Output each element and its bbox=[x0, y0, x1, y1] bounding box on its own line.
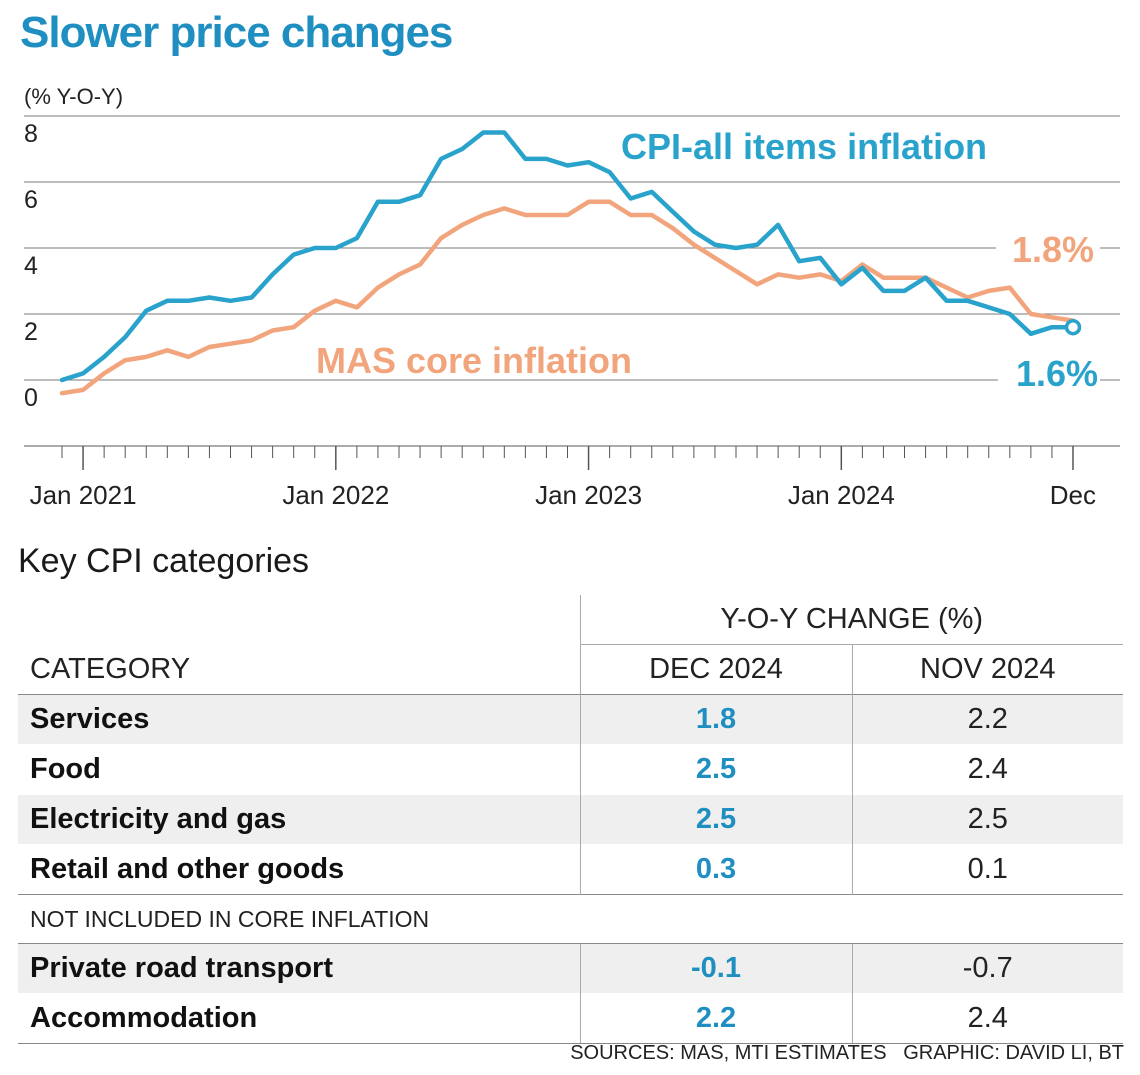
x-tick-label: Jan 2023 bbox=[535, 480, 642, 510]
category-cell: Food bbox=[18, 744, 580, 795]
dec-value-cell: 2.5 bbox=[579, 794, 852, 845]
y-tick-label: 6 bbox=[24, 186, 38, 214]
dec-value-cell: 1.8 bbox=[579, 694, 852, 745]
x-tick-label: Jan 2024 bbox=[788, 480, 895, 510]
category-cell: Private road transport bbox=[18, 943, 580, 994]
dec-value-cell: 2.2 bbox=[579, 993, 852, 1044]
chart-title: Slower price changes bbox=[20, 8, 453, 57]
sources-text: SOURCES: MAS, MTI ESTIMATES bbox=[570, 1042, 887, 1064]
y-tick-label: 2 bbox=[24, 318, 38, 346]
core-end-value-label: 1.8% bbox=[1012, 229, 1094, 270]
cpi-series-label: CPI-all items inflation bbox=[621, 126, 987, 167]
cpi-all-items-line bbox=[59, 130, 1076, 383]
y-tick-label: 8 bbox=[24, 120, 38, 148]
table-row: Private road transport -0.1 -0.7 bbox=[18, 943, 1123, 994]
x-tick-label: Jan 2021 bbox=[30, 480, 137, 510]
table-group-header-row: Y-O-Y CHANGE (%) bbox=[18, 595, 1123, 645]
dec-2024-column-header: DEC 2024 bbox=[579, 644, 852, 695]
label-background bbox=[998, 354, 1100, 398]
category-cell: Services bbox=[18, 694, 580, 745]
table-section-row: NOT INCLUDED IN CORE INFLATION bbox=[18, 894, 1123, 944]
x-tick-label: Dec bbox=[1050, 480, 1096, 510]
label-background bbox=[996, 226, 1100, 270]
table-row: Retail and other goods 0.3 0.1 bbox=[18, 844, 1123, 895]
nov-value-cell: -0.7 bbox=[851, 943, 1123, 994]
table-row: Accommodation 2.2 2.4 bbox=[18, 993, 1123, 1044]
nov-value-cell: 2.2 bbox=[851, 694, 1123, 745]
nov-value-cell: 2.4 bbox=[851, 744, 1123, 795]
cpi-categories-table: Y-O-Y CHANGE (%) CATEGORY DEC 2024 NOV 2… bbox=[18, 595, 1123, 1044]
table-row: Electricity and gas 2.5 2.5 bbox=[18, 794, 1123, 845]
nov-value-cell: 2.4 bbox=[851, 993, 1123, 1044]
category-cell: Retail and other goods bbox=[18, 844, 580, 895]
dec-value-cell: 0.3 bbox=[579, 844, 852, 895]
core-series-label: MAS core inflation bbox=[316, 340, 632, 381]
table-row: Services 1.8 2.2 bbox=[18, 694, 1123, 745]
table-column-header-row: CATEGORY DEC 2024 NOV 2024 bbox=[18, 644, 1123, 695]
graphic-credit-text: GRAPHIC: DAVID LI, BT bbox=[903, 1042, 1124, 1064]
category-column-header: CATEGORY bbox=[30, 652, 191, 685]
dec-value-cell: 2.5 bbox=[579, 744, 852, 795]
source-credit: SOURCES: MAS, MTI ESTIMATES GRAPHIC: DAV… bbox=[570, 1042, 1124, 1065]
cpi-end-value-label: 1.6% bbox=[1016, 353, 1098, 394]
mas-core-inflation-line bbox=[59, 199, 1076, 396]
section-label: NOT INCLUDED IN CORE INFLATION bbox=[18, 894, 1123, 944]
yoy-change-header: Y-O-Y CHANGE (%) bbox=[579, 595, 1123, 645]
y-axis-label: (% Y-O-Y) bbox=[24, 84, 123, 109]
line-chart: 0 2 4 6 8 (% Y-O-Y) Jan 2021 Jan 2022 Jan 2023 Ja… bbox=[24, 84, 1120, 510]
category-cell: Electricity and gas bbox=[18, 794, 580, 845]
y-tick-label: 0 bbox=[24, 384, 38, 412]
category-cell: Accommodation bbox=[18, 993, 580, 1044]
table-subtitle: Key CPI categories bbox=[18, 542, 310, 580]
nov-value-cell: 2.5 bbox=[851, 794, 1123, 845]
nov-2024-column-header: NOV 2024 bbox=[851, 644, 1123, 695]
cpi-end-marker bbox=[1064, 318, 1082, 336]
nov-value-cell: 0.1 bbox=[851, 844, 1123, 895]
x-tick-label: Jan 2022 bbox=[282, 480, 389, 510]
y-tick-label: 4 bbox=[24, 252, 38, 280]
table-row: Food 2.5 2.4 bbox=[18, 744, 1123, 795]
dec-value-cell: -0.1 bbox=[579, 943, 852, 994]
